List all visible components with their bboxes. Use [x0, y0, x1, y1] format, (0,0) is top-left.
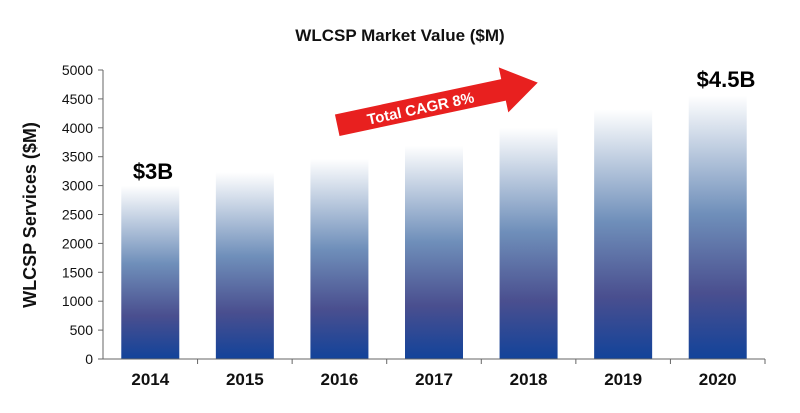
- x-tick-label: 2015: [226, 370, 264, 389]
- y-tick-label: 0: [85, 351, 93, 367]
- x-tick-label: 2016: [321, 370, 359, 389]
- x-tick-label: 2019: [604, 370, 642, 389]
- bar-2015: [215, 172, 274, 359]
- x-tick-label: 2014: [131, 370, 169, 389]
- y-tick-label: 2000: [62, 235, 93, 251]
- y-tick-label: 4500: [62, 91, 93, 107]
- bar-2017: [405, 145, 463, 359]
- callout-2020: $4.5B: [697, 67, 756, 92]
- cagr-arrow-shape: [334, 67, 538, 136]
- y-ticks: 0 500 1000 1500 2000 2500 3000 3500 4000 4500 5000: [62, 62, 103, 367]
- bar-2014: [121, 185, 180, 359]
- bar-2016: [310, 159, 369, 359]
- x-tick-label: 2018: [510, 370, 548, 389]
- y-tick-label: 4000: [62, 120, 93, 136]
- x-tick-label: 2020: [699, 370, 737, 389]
- y-tick-label: 1000: [62, 293, 93, 309]
- y-axis-label: WLCSP Services ($M): [20, 122, 40, 308]
- bar-2019: [594, 109, 653, 359]
- x-ticks: 2014 2015 2016 2017 2018 2019 2020: [131, 359, 766, 389]
- callout-2014: $3B: [133, 159, 173, 184]
- bars: [121, 95, 747, 359]
- y-tick-label: 2500: [62, 207, 93, 223]
- cagr-label: Total CAGR 8%: [366, 89, 476, 128]
- y-tick-label: 3000: [62, 178, 93, 194]
- y-tick-label: 1500: [62, 264, 93, 280]
- y-tick-label: 500: [70, 322, 94, 338]
- y-tick-label: 3500: [62, 149, 93, 165]
- bar-2020: [688, 95, 747, 359]
- x-tick-label: 2017: [415, 370, 453, 389]
- y-tick-label: 5000: [62, 62, 93, 78]
- chart-title: WLCSP Market Value ($M): [295, 26, 504, 45]
- bar-2018: [499, 127, 558, 359]
